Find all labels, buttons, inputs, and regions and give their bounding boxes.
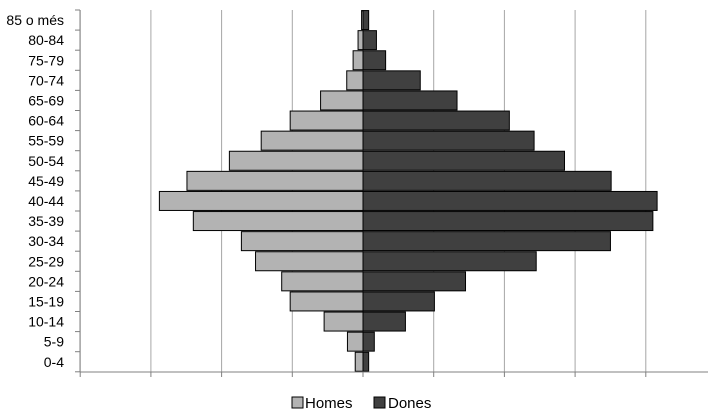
category-label: 5-9 — [44, 334, 64, 350]
bar-homes-25-29 — [255, 251, 364, 272]
bar-homes-35-39 — [192, 211, 364, 232]
bar-dones-70-74 — [362, 70, 421, 91]
bar-dones-55-59 — [362, 130, 535, 151]
category-label: 0-4 — [44, 354, 64, 370]
category-labels: 0-4 5-9 10-14 15-19 20-24 25-29 30-34 35-39 40-4… — [6, 12, 64, 370]
bar-dones-5-9 — [362, 331, 375, 352]
bar-dones-65-69 — [362, 90, 458, 111]
bar-homes-45-49 — [186, 170, 364, 191]
bar-homes-50-54 — [228, 150, 364, 171]
legend-swatch-homes — [291, 396, 304, 409]
bar-dones-20-24 — [362, 271, 467, 292]
bar-homes-30-34 — [240, 231, 364, 252]
bar-homes-60-64 — [289, 110, 364, 131]
legend-swatch-dones — [373, 396, 386, 409]
legend-label-homes: Homes — [305, 395, 353, 411]
bar-dones-75-79 — [362, 50, 387, 71]
bar-dones-25-29 — [362, 251, 537, 272]
category-label: 70-74 — [28, 72, 64, 88]
bar-dones-85-o-més — [362, 10, 370, 31]
bar-homes-80-84 — [357, 30, 364, 51]
bar-homes-0-4 — [354, 351, 364, 372]
bar-homes-65-69 — [320, 90, 364, 111]
category-label: 20-24 — [28, 273, 64, 289]
bar-homes-70-74 — [346, 70, 364, 91]
bar-homes-5-9 — [346, 331, 364, 352]
bars-layer — [158, 10, 658, 372]
category-label: 65-69 — [28, 92, 64, 108]
legend-label-dones: Dones — [388, 395, 431, 411]
bar-homes-40-44 — [158, 190, 364, 211]
bar-dones-80-84 — [362, 30, 377, 51]
category-label: 25-29 — [28, 253, 64, 269]
bar-homes-75-79 — [352, 50, 364, 71]
category-label: 35-39 — [28, 213, 64, 229]
bar-dones-40-44 — [362, 190, 658, 211]
bar-dones-45-49 — [362, 170, 612, 191]
category-label: 60-64 — [28, 113, 64, 129]
bar-dones-10-14 — [362, 311, 406, 332]
category-label: 30-34 — [28, 233, 64, 249]
category-label: 55-59 — [28, 133, 64, 149]
category-label: 45-49 — [28, 173, 64, 189]
bar-homes-15-19 — [289, 291, 364, 312]
bar-dones-30-34 — [362, 231, 611, 252]
category-label: 15-19 — [28, 293, 64, 309]
bar-dones-35-39 — [362, 211, 654, 232]
bar-homes-55-59 — [260, 130, 364, 151]
category-label: 50-54 — [28, 153, 64, 169]
bar-homes-10-14 — [323, 311, 364, 332]
category-label: 75-79 — [28, 52, 64, 68]
bar-dones-50-54 — [362, 150, 565, 171]
bar-dones-0-4 — [362, 351, 370, 372]
legend: Homes Dones — [291, 395, 431, 411]
category-label: 80-84 — [28, 32, 64, 48]
category-label: 85 o més — [6, 12, 64, 28]
bar-dones-15-19 — [362, 291, 435, 312]
axis-layer — [75, 9, 708, 377]
category-label: 40-44 — [28, 193, 64, 209]
category-label: 10-14 — [28, 314, 64, 330]
bar-homes-20-24 — [281, 271, 364, 292]
bar-dones-60-64 — [362, 110, 510, 131]
